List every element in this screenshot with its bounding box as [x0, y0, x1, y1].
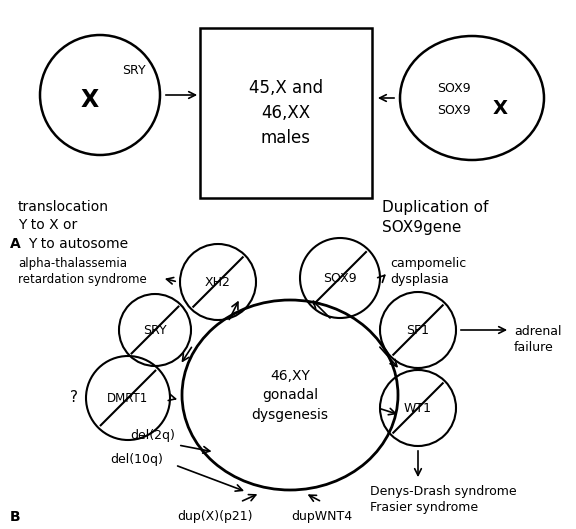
Text: SOX9: SOX9: [437, 81, 471, 95]
Text: 45,X and
46,XX
males: 45,X and 46,XX males: [249, 79, 323, 147]
Text: del(10q): del(10q): [110, 453, 163, 467]
Text: Duplication of
SOX9gene: Duplication of SOX9gene: [382, 200, 488, 235]
Text: del(2q): del(2q): [130, 428, 175, 442]
Text: SRY: SRY: [122, 64, 146, 77]
Text: ?: ?: [70, 390, 78, 406]
Text: A: A: [10, 237, 21, 251]
Text: SOX9: SOX9: [323, 271, 357, 285]
Text: WT1: WT1: [404, 402, 432, 415]
Text: SOX9: SOX9: [437, 104, 471, 116]
Text: alpha-thalassemia
retardation syndrome: alpha-thalassemia retardation syndrome: [18, 258, 147, 287]
Text: Y to autosome: Y to autosome: [28, 237, 128, 251]
Text: DMRT1: DMRT1: [107, 391, 149, 405]
Text: XH2: XH2: [205, 276, 231, 288]
Text: B: B: [10, 510, 21, 524]
Text: campomelic
dysplasia: campomelic dysplasia: [390, 258, 466, 287]
Bar: [200, 28, 372, 198]
Text: dup(X)(p21): dup(X)(p21): [177, 510, 253, 523]
Text: SF1: SF1: [407, 324, 430, 336]
Text: translocation
Y to X or: translocation Y to X or: [18, 200, 109, 232]
Text: adrenal
failure: adrenal failure: [514, 325, 562, 354]
Text: X: X: [492, 98, 507, 117]
Text: X: X: [81, 88, 99, 112]
Text: 46,XY
gonadal
dysgenesis: 46,XY gonadal dysgenesis: [252, 369, 328, 422]
Text: Denys-Drash syndrome
Frasier syndrome: Denys-Drash syndrome Frasier syndrome: [370, 485, 517, 514]
Text: SRY: SRY: [143, 324, 167, 336]
Text: dupWNT4: dupWNT4: [291, 510, 353, 523]
